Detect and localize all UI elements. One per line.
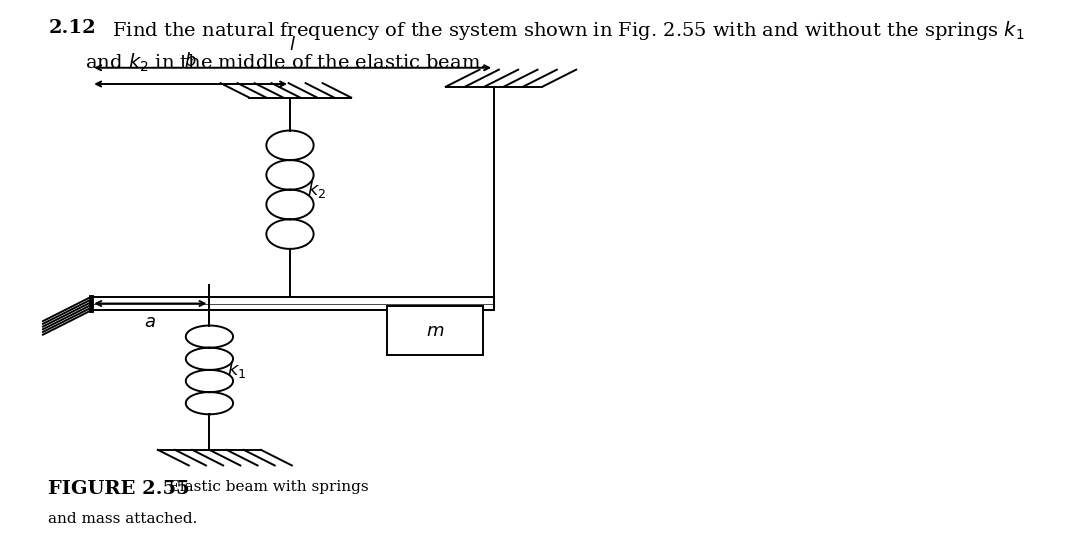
Text: Find the natural frequency of the system shown in Fig. 2.55 with and without the: Find the natural frequency of the system… [100,19,1025,42]
Text: $m$: $m$ [425,321,445,340]
Text: Elastic beam with springs: Elastic beam with springs [154,480,368,494]
Polygon shape [91,297,494,310]
Text: $l$: $l$ [289,36,296,54]
Text: 2.12: 2.12 [48,19,96,37]
Text: $b$: $b$ [185,53,197,70]
Text: $a$: $a$ [144,313,157,331]
Bar [387,306,483,355]
Text: $k_2$: $k_2$ [307,179,326,200]
Text: and $k_2$ in the middle of the elastic beam.: and $k_2$ in the middle of the elastic b… [48,51,487,74]
Text: FIGURE 2.55: FIGURE 2.55 [48,480,190,498]
Text: and mass attached.: and mass attached. [48,512,198,526]
Text: $k_1$: $k_1$ [227,359,246,380]
